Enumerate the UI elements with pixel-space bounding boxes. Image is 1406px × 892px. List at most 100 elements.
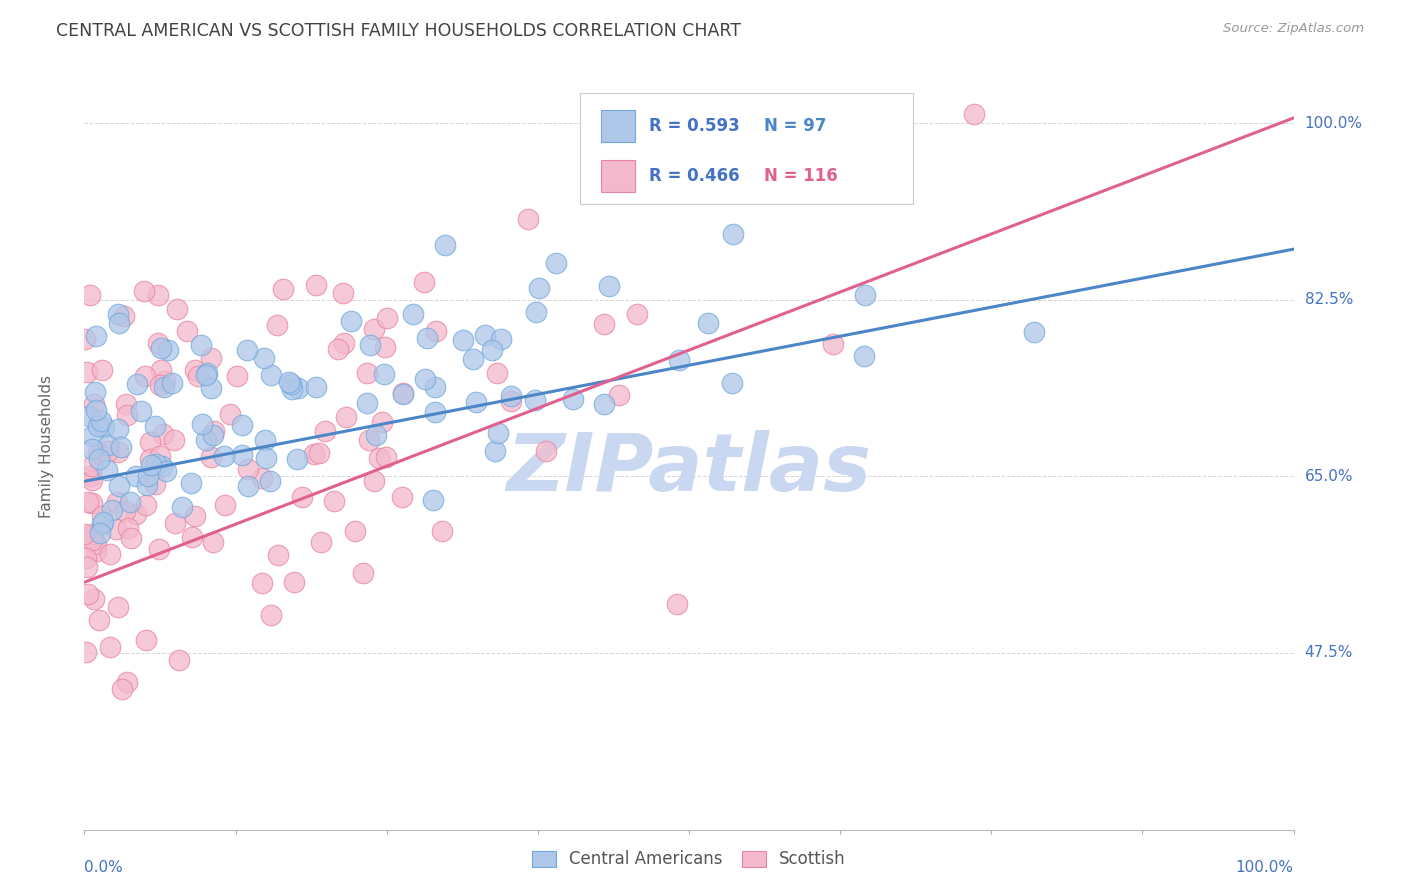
Point <box>84 537 107 551</box>
Point <box>107 444 129 458</box>
Point <box>141 458 163 472</box>
Point <box>135 633 157 648</box>
Point <box>148 542 170 557</box>
Point <box>280 377 302 392</box>
Point <box>422 493 444 508</box>
Point <box>281 383 304 397</box>
Point <box>73 332 96 346</box>
Point <box>486 425 509 440</box>
Point <box>149 449 172 463</box>
Point <box>90 517 112 532</box>
Point <box>254 450 277 465</box>
Text: Family Households: Family Households <box>39 375 53 517</box>
Point <box>425 324 447 338</box>
Point <box>146 288 169 302</box>
Point <box>366 428 388 442</box>
Point <box>250 576 273 591</box>
Point <box>139 452 162 467</box>
Point <box>86 403 108 417</box>
Text: 65.0%: 65.0% <box>1305 469 1353 483</box>
Point <box>368 450 391 465</box>
Point <box>391 387 413 401</box>
Point <box>212 449 235 463</box>
Point <box>267 548 290 562</box>
Point <box>87 452 110 467</box>
Point <box>332 286 354 301</box>
Point <box>963 107 986 121</box>
Point <box>75 645 97 659</box>
Point <box>352 566 374 581</box>
FancyBboxPatch shape <box>600 110 634 142</box>
Point <box>127 377 149 392</box>
Point <box>544 255 567 269</box>
Point <box>486 366 509 380</box>
Point <box>593 318 616 332</box>
Point <box>328 342 350 356</box>
Point <box>184 508 207 523</box>
Point <box>853 288 876 302</box>
Point <box>359 337 381 351</box>
Point <box>76 365 98 379</box>
Point <box>391 490 413 504</box>
Point <box>153 380 176 394</box>
Text: 100.0%: 100.0% <box>1236 860 1294 875</box>
Point <box>200 351 222 366</box>
FancyBboxPatch shape <box>600 160 634 192</box>
Point <box>523 392 546 407</box>
Point <box>314 424 336 438</box>
Point <box>823 336 845 351</box>
Point <box>160 376 183 390</box>
Point <box>155 465 177 479</box>
Point <box>150 363 173 377</box>
Point <box>135 498 157 512</box>
Point <box>84 544 107 558</box>
Point <box>697 316 720 330</box>
Point <box>104 522 127 536</box>
Point <box>86 446 108 460</box>
Point <box>501 394 523 409</box>
Point <box>236 462 259 476</box>
Text: Source: ZipAtlas.com: Source: ZipAtlas.com <box>1223 22 1364 36</box>
Point <box>465 395 488 409</box>
Point <box>157 343 180 357</box>
Point <box>200 381 222 395</box>
Point <box>308 445 330 459</box>
Point <box>180 476 202 491</box>
Point <box>195 367 218 381</box>
Point <box>101 503 124 517</box>
Point <box>534 444 557 458</box>
Point <box>115 675 138 690</box>
Point <box>152 426 174 441</box>
Point <box>87 418 110 433</box>
Point <box>453 333 475 347</box>
Point <box>132 284 155 298</box>
Point <box>202 535 225 549</box>
Point <box>291 490 314 504</box>
Point <box>77 495 100 509</box>
Point <box>84 385 107 400</box>
Point <box>89 526 111 541</box>
Legend: Central Americans, Scottish: Central Americans, Scottish <box>526 844 852 875</box>
Point <box>357 433 380 447</box>
Point <box>283 575 305 590</box>
Point <box>139 434 162 449</box>
Point <box>73 527 96 541</box>
Point <box>82 527 104 541</box>
Point <box>527 281 550 295</box>
Point <box>271 282 294 296</box>
Point <box>191 417 214 432</box>
Point <box>117 521 139 535</box>
Point <box>136 478 159 492</box>
Point <box>80 496 103 510</box>
Point <box>176 324 198 338</box>
Point <box>343 524 366 538</box>
Point <box>129 404 152 418</box>
Point <box>190 338 212 352</box>
Point <box>287 452 309 467</box>
Point <box>136 468 159 483</box>
Point <box>430 524 453 538</box>
Point <box>152 458 174 473</box>
Point <box>309 534 332 549</box>
Point <box>363 475 385 489</box>
Point <box>260 608 283 623</box>
